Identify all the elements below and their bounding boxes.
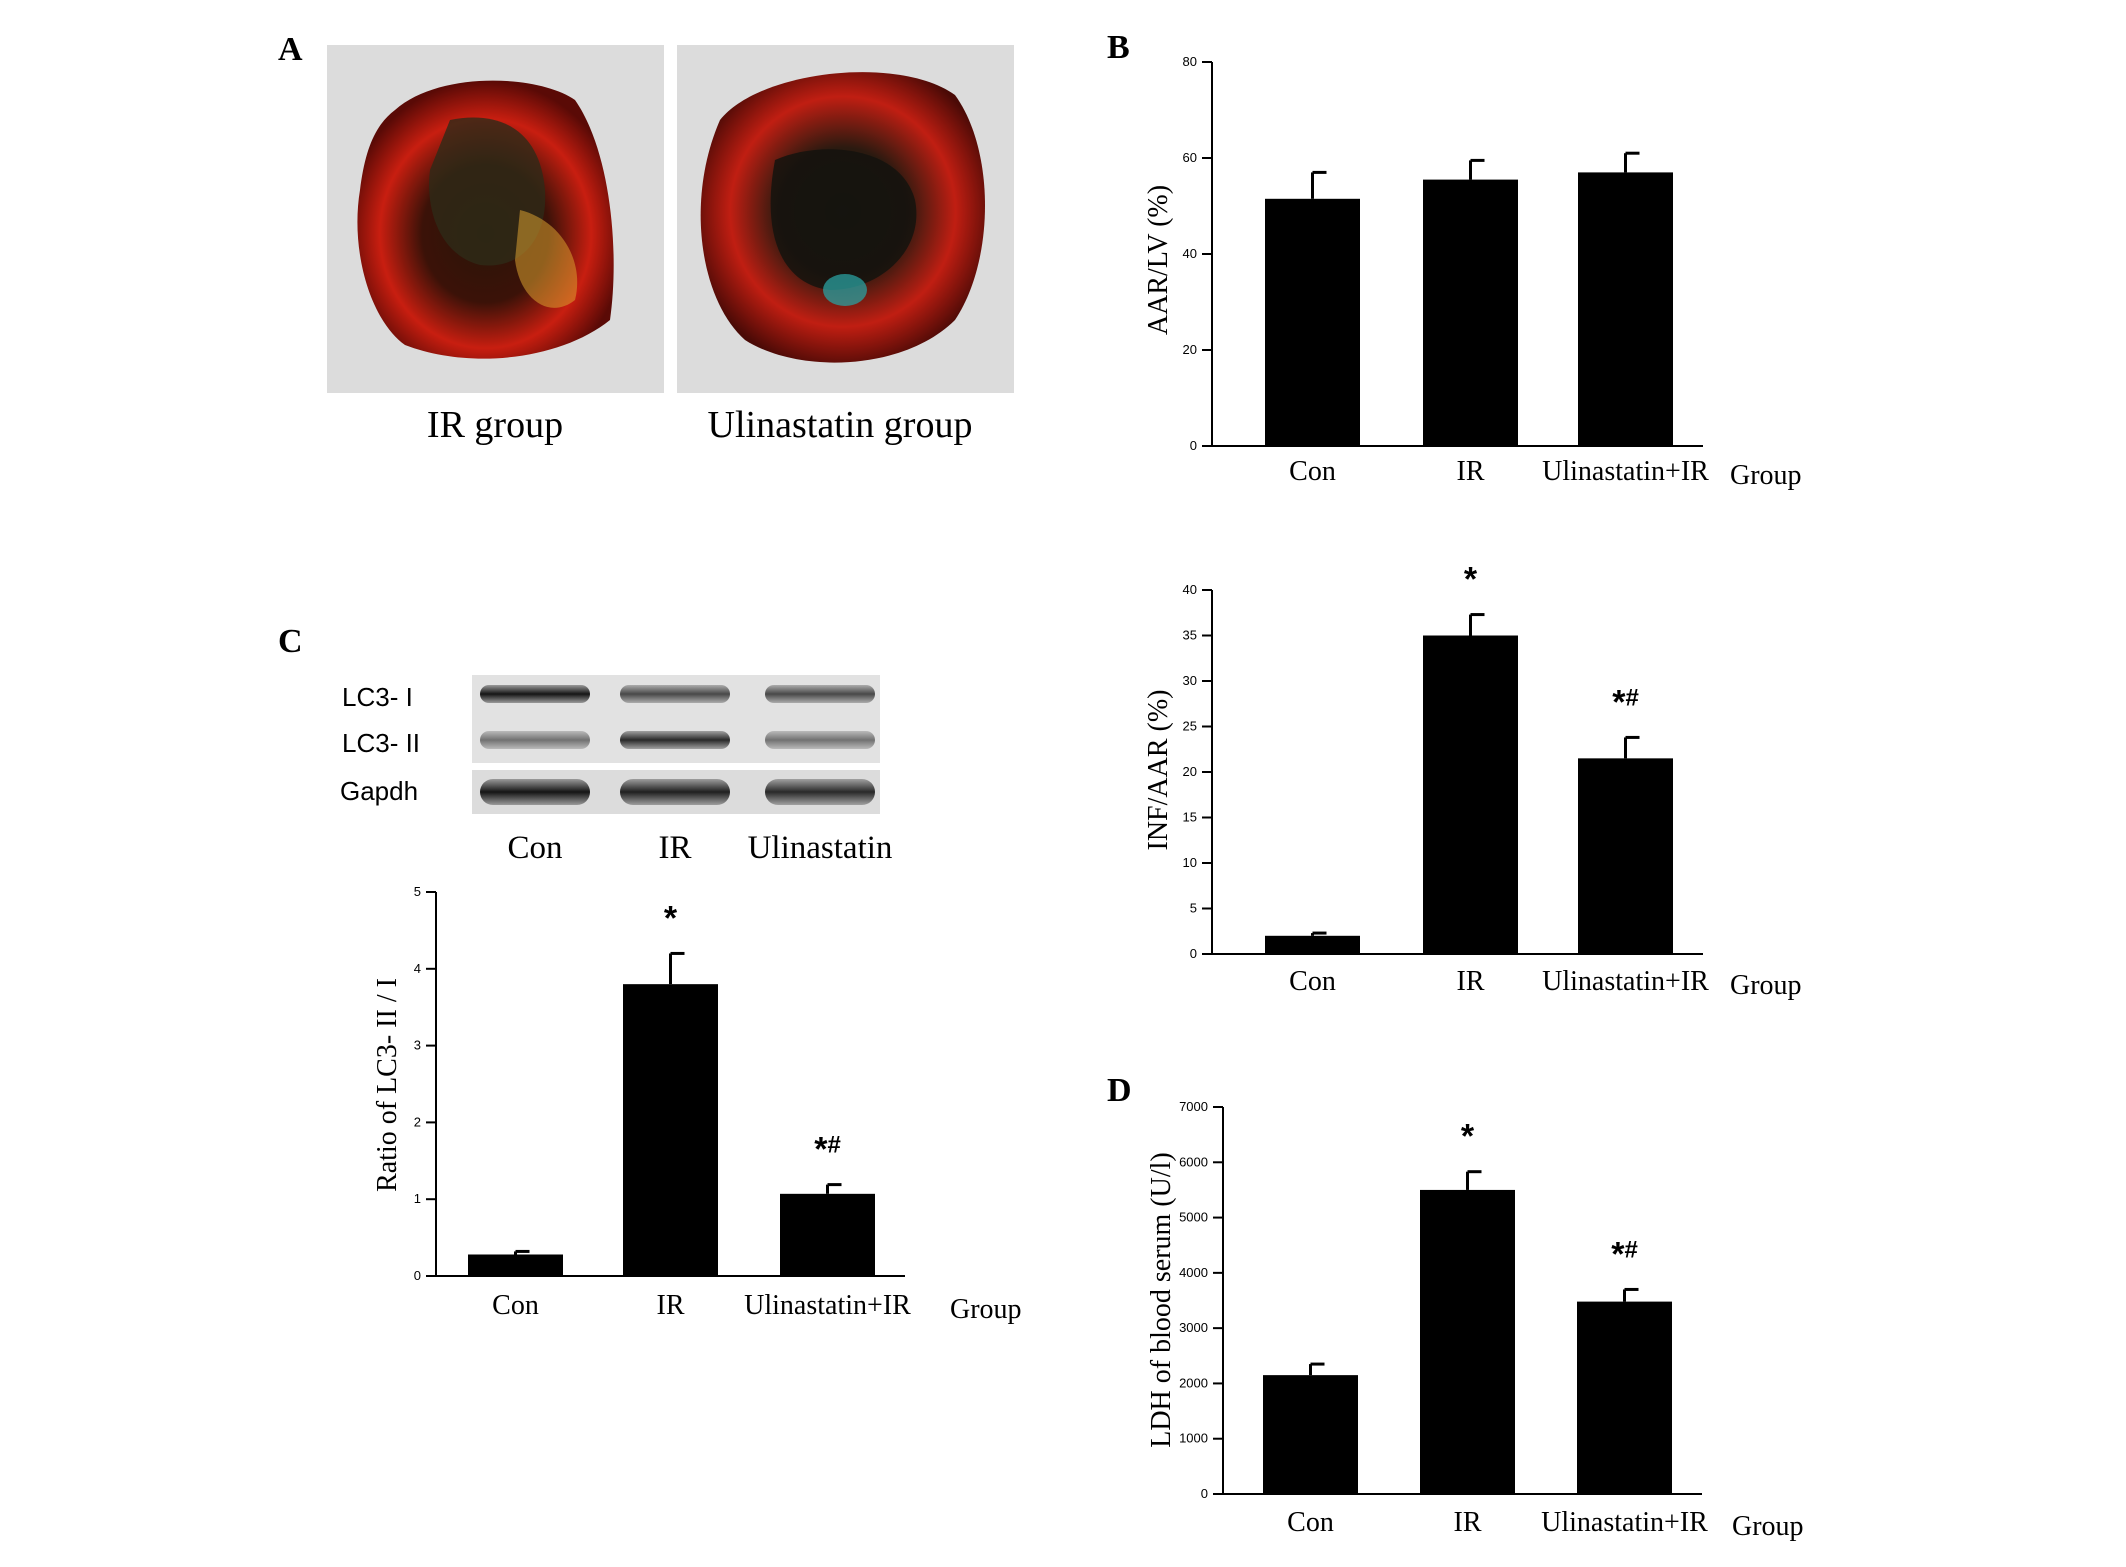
y-tick-label: 30: [1183, 673, 1197, 688]
significance-marker: *#: [1612, 683, 1639, 721]
chart-inf: 0 5 10 15 20 25 30 35 40 INF/AAR (%) Con * IR *# Ulina…: [1143, 561, 1802, 1001]
blot-row-label-lc3-ii: LC3- II: [342, 728, 420, 758]
western-blot: [472, 675, 880, 814]
blot-band: [765, 685, 875, 703]
blot-band: [620, 685, 730, 703]
significance-marker: *: [1464, 561, 1478, 599]
panel-b-letter: B: [1107, 29, 1130, 66]
category-label: Ulinastatin+IR: [744, 1290, 911, 1321]
bar-1: [468, 1254, 563, 1276]
category-label: Con: [1289, 966, 1336, 997]
blot-band: [480, 685, 590, 703]
y-tick-label: 5: [414, 884, 421, 899]
blot-row-label-lc3-i: LC3- I: [342, 682, 413, 712]
bar-3: [780, 1193, 875, 1276]
y-tick-label: 4: [414, 961, 421, 976]
bar-2: [1423, 635, 1518, 954]
bar-1: [1263, 1375, 1358, 1494]
significance-marker: *#: [814, 1131, 841, 1169]
y-tick-label: 80: [1183, 54, 1197, 69]
significance-marker: *: [664, 899, 678, 937]
y-tick-label: 40: [1183, 246, 1197, 261]
chart-lc3: 0 1 2 3 4 5 Ratio of LC3- II / I Con * IR *# Ulinas…: [372, 884, 1022, 1325]
category-label: Ulinastatin+IR: [1542, 456, 1709, 487]
y-tick-label: 0: [414, 1268, 421, 1283]
y-tick-label: 6000: [1179, 1154, 1208, 1169]
chart-aar: 0 20 40 60 80 AAR/LV (%) Con IR Ulinastatin+IR Gr…: [1143, 54, 1802, 491]
y-tick-label: 4000: [1179, 1265, 1208, 1280]
category-label: Ulinastatin+IR: [1542, 966, 1709, 997]
y-tick-label: 1000: [1179, 1431, 1208, 1446]
y-tick-label: 0: [1201, 1486, 1208, 1501]
blot-band: [620, 779, 730, 805]
y-tick-label: 5000: [1179, 1210, 1208, 1225]
y-axis-label: AAR/LV (%): [1143, 185, 1174, 335]
ulinastatin-heart-photo: [677, 45, 1014, 393]
y-tick-label: 0: [1190, 946, 1197, 961]
category-label: IR: [1457, 456, 1485, 487]
blot-band: [480, 779, 590, 805]
y-tick-label: 20: [1183, 342, 1197, 357]
x-axis-label: Group: [1732, 1511, 1804, 1542]
category-label: Con: [492, 1290, 539, 1321]
y-tick-label: 60: [1183, 150, 1197, 165]
panel-a-letter: A: [278, 31, 303, 68]
y-tick-label: 15: [1183, 810, 1197, 825]
y-tick-label: 0: [1190, 438, 1197, 453]
blot-lane-label-ir: IR: [659, 830, 692, 866]
bar-1: [1265, 935, 1360, 954]
x-axis-label: Group: [1730, 970, 1802, 1001]
y-axis-label: Ratio of LC3- II / I: [372, 978, 403, 1192]
y-tick-label: 5: [1190, 901, 1197, 916]
blot-band: [765, 779, 875, 805]
category-label: Con: [1289, 456, 1336, 487]
blot-band: [480, 731, 590, 749]
significance-marker: *#: [1611, 1235, 1638, 1273]
category-label: Ulinastatin+IR: [1541, 1507, 1708, 1538]
ir-group-caption: IR group: [427, 404, 563, 446]
y-axis-label: INF/AAR (%): [1143, 690, 1174, 851]
bar-2: [623, 984, 718, 1276]
y-tick-label: 2: [414, 1114, 421, 1129]
chart-ldh: 0 1000 2000 3000 4000 5000 6000 7000 LDH of bloo…: [1146, 1099, 1804, 1542]
blot-row-label-gapdh: Gapdh: [340, 776, 418, 806]
y-tick-label: 20: [1183, 764, 1197, 779]
significance-marker: *: [1461, 1118, 1475, 1156]
y-tick-label: 1: [414, 1191, 421, 1206]
x-axis-label: Group: [950, 1294, 1022, 1325]
ir-heart-photo: [327, 45, 664, 393]
y-axis-label: LDH of blood serum (U/l): [1146, 1152, 1177, 1448]
bar-2: [1423, 179, 1518, 446]
ulinastatin-group-caption: Ulinastatin group: [708, 404, 973, 446]
bar-1: [1265, 198, 1360, 446]
category-label: IR: [657, 1290, 685, 1321]
y-tick-label: 25: [1183, 719, 1197, 734]
category-label: IR: [1454, 1507, 1482, 1538]
panel-c-letter: C: [278, 623, 303, 660]
bar-3: [1577, 1301, 1672, 1494]
y-tick-label: 3000: [1179, 1320, 1208, 1335]
blot-lane-label-ulinastatin: Ulinastatin: [748, 830, 893, 866]
x-axis-label: Group: [1730, 460, 1802, 491]
category-label: Con: [1287, 1507, 1334, 1538]
blot-band: [765, 731, 875, 749]
blot-band: [620, 731, 730, 749]
y-tick-label: 3: [414, 1038, 421, 1053]
bar-2: [1420, 1189, 1515, 1494]
panel-d-letter: D: [1107, 1072, 1132, 1109]
category-label: IR: [1457, 966, 1485, 997]
bar-3: [1578, 758, 1673, 954]
y-tick-label: 10: [1183, 855, 1197, 870]
y-tick-label: 2000: [1179, 1375, 1208, 1390]
blot-lane-label-con: Con: [507, 830, 562, 866]
y-tick-label: 40: [1183, 582, 1197, 597]
bar-3: [1578, 172, 1673, 446]
y-tick-label: 35: [1183, 628, 1197, 643]
y-tick-label: 7000: [1179, 1099, 1208, 1114]
